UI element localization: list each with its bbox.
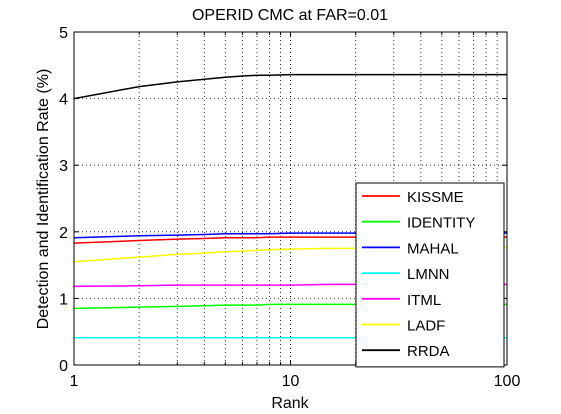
chart-title: OPERID CMC at FAR=0.01 [192,7,388,24]
legend-label-mahal: MAHAL [407,240,459,257]
legend-label-lmnn: LMNN [407,266,450,283]
legend-label-kissme: KISSME [407,189,464,206]
y-axis-title: Detection and Identification Rate (%) [35,69,52,330]
x-tick-label: 1 [70,373,79,390]
x-tick-label: 100 [494,373,521,390]
y-tick-label: 5 [59,25,68,42]
series-line-rrda [73,73,507,100]
legend-label-ladf: LADF [407,318,445,335]
legend-label-rrda: RRDA [407,343,450,360]
x-tick-label: 10 [282,373,300,390]
y-tick-label: 1 [59,291,68,308]
y-tick-label: 2 [59,225,68,242]
legend-label-itml: ITML [407,292,441,309]
legend: KISSME IDENTITY MAHAL LMNN ITML LADF RRDA [355,182,505,368]
y-tick-label: 0 [59,358,68,375]
x-axis-title: Rank [271,395,309,412]
legend-box [355,182,505,368]
y-tick-label: 4 [59,92,68,109]
legend-label-identity: IDENTITY [407,215,475,232]
y-tick-label: 3 [59,158,68,175]
